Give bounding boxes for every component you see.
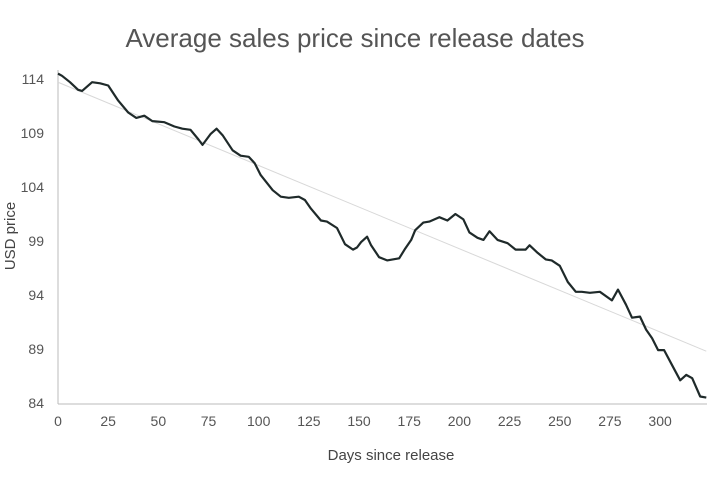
x-tick-label: 125 (297, 413, 321, 429)
y-tick-label: 94 (28, 287, 44, 303)
y-axis-label: USD price (2, 202, 19, 270)
series-line (57, 72, 707, 399)
chart-title: Average sales price since release dates (125, 23, 584, 53)
x-axis-label: Days since release (328, 447, 455, 464)
y-tick-label: 84 (28, 395, 44, 411)
x-tick-label: 275 (598, 413, 622, 429)
x-tick-label: 150 (347, 413, 371, 429)
y-tick-label: 104 (21, 179, 45, 195)
x-tick-label: 250 (548, 413, 572, 429)
y-tick-label: 114 (22, 71, 45, 87)
y-tick-label: 89 (28, 341, 44, 357)
x-tick-label: 25 (100, 413, 116, 429)
trend-line (57, 81, 707, 352)
x-tick-label: 200 (448, 413, 472, 429)
x-tick-label: 50 (151, 413, 167, 429)
x-tick-label: 175 (398, 413, 422, 429)
x-tick-label: 100 (247, 413, 271, 429)
y-tick-label: 99 (28, 233, 44, 249)
x-tick-label: 75 (201, 413, 217, 429)
x-tick-label: 300 (648, 413, 672, 429)
y-tick-label: 109 (21, 125, 45, 141)
x-tick-label: 225 (498, 413, 522, 429)
x-tick-label: 0 (54, 413, 62, 429)
